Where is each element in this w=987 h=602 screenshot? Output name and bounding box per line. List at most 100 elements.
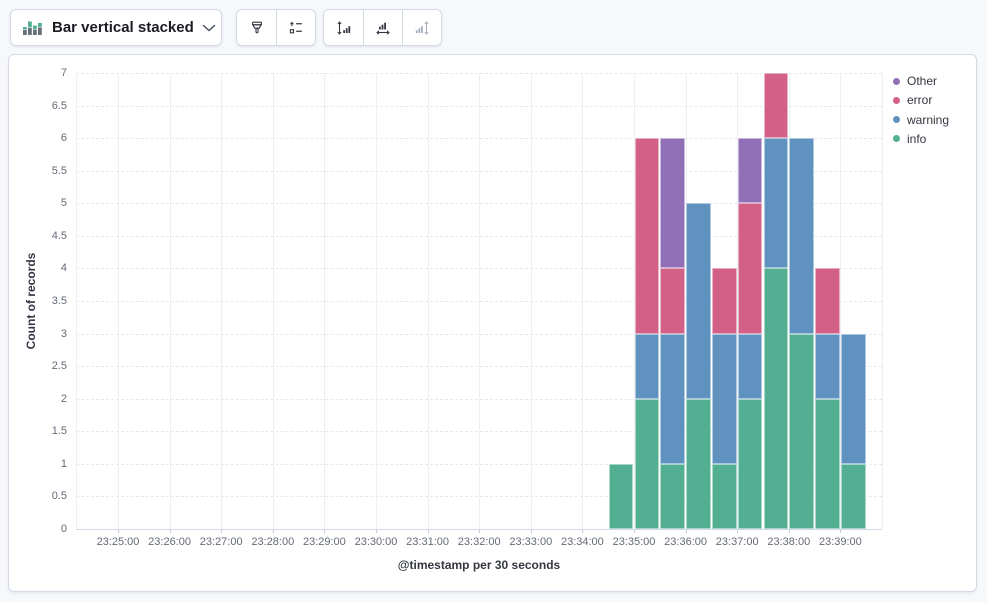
y-tick-label: 6 <box>60 132 67 145</box>
x-tick-label: 23:26:00 <box>148 536 192 548</box>
gridline <box>634 73 635 529</box>
x-tick-label: 23:36:00 <box>664 536 708 548</box>
gridline <box>76 203 882 205</box>
bar-segment-warning[interactable] <box>841 333 866 464</box>
x-tick-label: 23:38:00 <box>767 536 811 548</box>
legend-icon <box>288 20 304 36</box>
gridline <box>76 170 882 172</box>
chevron-down-icon <box>202 24 216 32</box>
gridline <box>76 73 77 529</box>
x-tick-label: 23:27:00 <box>199 536 243 548</box>
gridline <box>76 235 882 237</box>
legend-color-dot <box>893 135 900 143</box>
y-tick-label: 0 <box>60 523 67 535</box>
axis-tick <box>840 529 842 533</box>
y-tick-label: 3.5 <box>51 295 67 307</box>
bar-segment-warning[interactable] <box>712 333 737 464</box>
bar-segment-info[interactable] <box>841 463 866 529</box>
axis-right-icon <box>414 20 430 36</box>
axis-tick <box>376 529 377 533</box>
gridline <box>376 73 377 529</box>
bar-segment-error[interactable] <box>737 203 763 334</box>
bar-segment-warning[interactable] <box>634 333 660 399</box>
x-tick-label: 23:37:00 <box>715 536 759 548</box>
bar-segment-info[interactable] <box>815 398 840 529</box>
bar-segment-info[interactable] <box>712 463 737 529</box>
visual-options-button[interactable] <box>237 10 276 45</box>
gridline <box>76 366 882 368</box>
bar-segment-warning[interactable] <box>815 333 840 399</box>
gridline <box>169 73 171 529</box>
axis-tick <box>530 529 532 533</box>
y-tick-label: 1 <box>60 457 67 470</box>
y-tick-label: 3 <box>60 327 67 340</box>
bar-segment-info[interactable] <box>737 398 763 529</box>
gridline <box>582 73 584 529</box>
bar-segment-info[interactable] <box>686 398 711 529</box>
gridline <box>882 73 883 529</box>
brush-icon <box>249 20 265 36</box>
gridline <box>530 73 532 529</box>
legend-settings-button[interactable] <box>276 10 315 45</box>
bar-segment-info[interactable] <box>789 333 814 529</box>
axis-tick <box>427 529 429 533</box>
right-axis-button[interactable] <box>402 10 441 45</box>
bar-segment-warning[interactable] <box>737 333 763 399</box>
y-tick-label: 4.5 <box>51 229 67 242</box>
legend-item-error[interactable]: error <box>893 93 932 107</box>
bar-segment-error[interactable] <box>660 268 685 334</box>
bar-segment-Other[interactable] <box>737 138 763 204</box>
y-tick-label: 2 <box>60 392 67 405</box>
bar-segment-Other[interactable] <box>660 138 685 269</box>
bar-segment-error[interactable] <box>763 73 789 139</box>
chart-type-dropdown[interactable]: Bar vertical stacked <box>10 9 222 46</box>
gridline <box>76 301 882 302</box>
y-tick-label: 5.5 <box>51 164 67 177</box>
bar-segment-warning[interactable] <box>660 333 685 464</box>
gridline <box>76 333 882 335</box>
gridline <box>76 268 882 270</box>
y-tick-label: 7 <box>60 67 67 79</box>
y-axis-title: Count of records <box>24 252 38 350</box>
bar-segment-warning[interactable] <box>686 203 711 399</box>
axis-tick <box>169 529 171 533</box>
gridline <box>76 138 882 140</box>
chart-panel: 23:25:00 23:26:00 23:27:00 23:28:00 23:29:00… <box>8 54 977 592</box>
legend-label: Other <box>907 74 938 88</box>
x-axis-title: @timestamp per 30 seconds <box>397 558 561 572</box>
y-tick-label: 2.5 <box>51 360 67 373</box>
y-tick-label: 6.5 <box>51 99 67 112</box>
axis-tick <box>221 529 223 533</box>
gridline <box>221 73 223 529</box>
x-tick-label: 23:28:00 <box>251 536 295 548</box>
bottom-axis-button[interactable] <box>363 10 402 45</box>
bar-segment-error[interactable] <box>815 268 840 334</box>
left-axis-button[interactable] <box>324 10 363 45</box>
bar-segment-error[interactable] <box>634 138 660 334</box>
axis-button-group <box>323 9 442 46</box>
x-tick-label: 23:35:00 <box>612 536 656 548</box>
bar-segment-error[interactable] <box>712 268 737 334</box>
legend-item-Other[interactable]: Other <box>893 74 937 88</box>
legend-label: error <box>907 93 933 108</box>
bar-segment-info[interactable] <box>608 463 634 529</box>
legend-color-dot <box>893 116 900 124</box>
bar-segment-info[interactable] <box>634 398 660 529</box>
bar-segment-warning[interactable] <box>789 138 814 334</box>
legend-color-dot <box>893 96 900 104</box>
axis-tick <box>685 529 687 533</box>
legend-label: info <box>907 131 927 146</box>
x-tick-label: 23:32:00 <box>457 536 501 548</box>
gridline <box>76 105 882 107</box>
legend-item-info[interactable]: info <box>893 132 926 146</box>
gridline <box>685 73 687 529</box>
x-tick-label: 23:33:00 <box>509 536 553 548</box>
bar-segment-info[interactable] <box>660 463 685 529</box>
axis-tick <box>634 529 635 533</box>
bar-segment-warning[interactable] <box>763 138 789 269</box>
chart-plot-area: 23:25:00 23:26:00 23:27:00 23:28:00 23:29:00… <box>9 55 976 591</box>
y-tick-label: 0.5 <box>51 490 67 503</box>
bar-segment-info[interactable] <box>763 268 789 529</box>
legend-item-warning[interactable]: warning <box>893 113 949 127</box>
gridline <box>324 73 326 529</box>
